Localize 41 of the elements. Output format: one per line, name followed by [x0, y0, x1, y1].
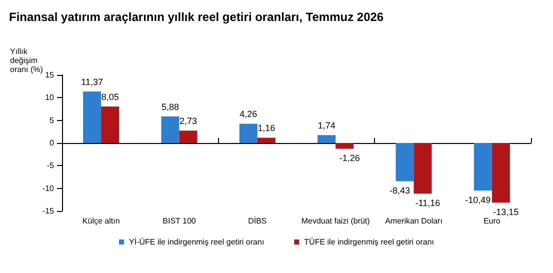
data-label: -11,16 [415, 198, 440, 208]
x-tick-label: Külçe altın [82, 216, 120, 226]
bar [396, 143, 414, 182]
y-tick-label: -5 [46, 161, 55, 170]
y-tick-label: 15 [45, 70, 55, 80]
bar [161, 116, 180, 143]
data-label: -10,49 [465, 195, 491, 206]
x-tick-label: Amerikan Doları [385, 216, 442, 226]
bar [318, 135, 336, 143]
data-label: 2,73 [179, 116, 198, 126]
data-label: 8,05 [101, 92, 119, 102]
bar [257, 138, 276, 143]
bar [101, 106, 120, 143]
x-tick-label: Mevduat faizi (brüt) [301, 216, 370, 226]
bar [336, 143, 354, 149]
y-tick-label: 10 [45, 93, 55, 102]
legend-label: TÜFE ile indirgenmiş reel getiri oranı [304, 238, 434, 246]
bar [492, 143, 510, 203]
bar [239, 124, 258, 143]
data-label: -8,43 [389, 186, 410, 196]
data-label: 1,16 [258, 123, 276, 134]
y-axis-title: Yıllık değişim oranı (%) [10, 47, 44, 74]
bar [83, 91, 102, 143]
data-label: -1,26 [339, 153, 360, 164]
legend-label: Yİ-ÜFE ile indirgenmiş reel getiri oranı [129, 238, 264, 246]
y-tick-label: 5 [50, 116, 55, 125]
data-label: 5,88 [161, 102, 180, 112]
bar [414, 143, 432, 194]
data-label: -13,15 [493, 207, 519, 218]
data-label: 1,74 [318, 120, 336, 131]
x-tick-label: DİBS [248, 216, 267, 226]
x-tick-label: BIST 100 [162, 216, 196, 226]
bar [474, 143, 492, 191]
bar [179, 130, 198, 143]
y-tick-label: -10 [42, 184, 55, 193]
data-label: 11,37 [81, 76, 104, 87]
data-label: 4,26 [240, 109, 258, 120]
chart-title: Finansal yatırım araçlarının yıllık reel getiri oranları, Temmuz 2026 [9, 10, 384, 24]
y-tick-label: 0 [50, 138, 55, 148]
y-tick-label: -15 [42, 206, 55, 216]
x-tick-label: Euro [483, 216, 501, 226]
